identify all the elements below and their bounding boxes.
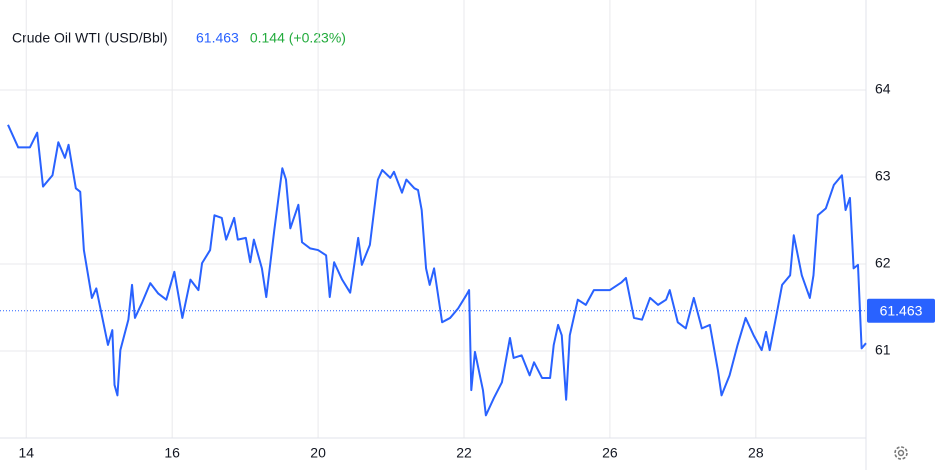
price-line-series — [7, 124, 867, 417]
settings-icon[interactable] — [894, 446, 908, 460]
x-tick-label: 20 — [310, 445, 326, 461]
header-price: 61.463 — [196, 30, 239, 46]
x-tick-label: 16 — [164, 445, 180, 461]
x-tick-label: 26 — [602, 445, 618, 461]
header-change: 0.144 (+0.23%) — [250, 30, 346, 46]
y-tick-label: 63 — [875, 168, 891, 184]
x-tick-label: 22 — [456, 445, 472, 461]
chart-title: Crude Oil WTI (USD/Bbl) — [12, 30, 168, 46]
gear-center — [897, 449, 905, 457]
x-tick-label: 14 — [18, 445, 34, 461]
price-label-box — [867, 298, 935, 323]
gear-outline — [894, 446, 908, 460]
price-label: 61.463 — [880, 302, 923, 318]
y-tick-label: 62 — [875, 255, 891, 271]
y-tick-label: 61 — [875, 342, 891, 358]
y-tick-label: 64 — [875, 81, 891, 97]
x-tick-label: 28 — [748, 445, 764, 461]
